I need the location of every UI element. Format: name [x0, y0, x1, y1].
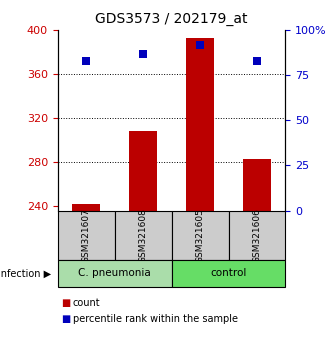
Bar — [115, 211, 172, 260]
Text: infection ▶: infection ▶ — [0, 268, 51, 279]
Point — [83, 58, 89, 64]
Text: GSM321606: GSM321606 — [252, 208, 261, 263]
Bar — [58, 211, 115, 260]
Text: count: count — [73, 298, 100, 308]
Text: GSM321608: GSM321608 — [139, 208, 148, 263]
Text: control: control — [210, 268, 247, 279]
Text: C. pneumonia: C. pneumonia — [78, 268, 151, 279]
Text: percentile rank within the sample: percentile rank within the sample — [73, 314, 238, 324]
Text: ■: ■ — [61, 298, 70, 308]
Bar — [129, 131, 157, 211]
Text: GSM321605: GSM321605 — [196, 208, 205, 263]
Bar — [186, 38, 214, 211]
Point — [254, 58, 260, 64]
Text: GSM321607: GSM321607 — [82, 208, 91, 263]
Title: GDS3573 / 202179_at: GDS3573 / 202179_at — [95, 12, 248, 26]
Bar — [228, 211, 285, 260]
Point — [197, 42, 203, 47]
Text: ■: ■ — [61, 314, 70, 324]
Bar — [72, 204, 100, 211]
Bar — [243, 159, 271, 211]
Point — [141, 51, 146, 56]
Bar — [172, 211, 228, 260]
